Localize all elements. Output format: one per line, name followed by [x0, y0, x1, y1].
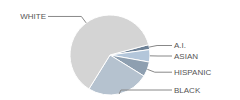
svg-text:ASIAN: ASIAN	[174, 52, 198, 61]
svg-text:WHITE: WHITE	[20, 12, 46, 21]
svg-text:BLACK: BLACK	[174, 86, 201, 95]
svg-text:A.I.: A.I.	[174, 41, 186, 50]
svg-text:HISPANIC: HISPANIC	[174, 68, 211, 77]
